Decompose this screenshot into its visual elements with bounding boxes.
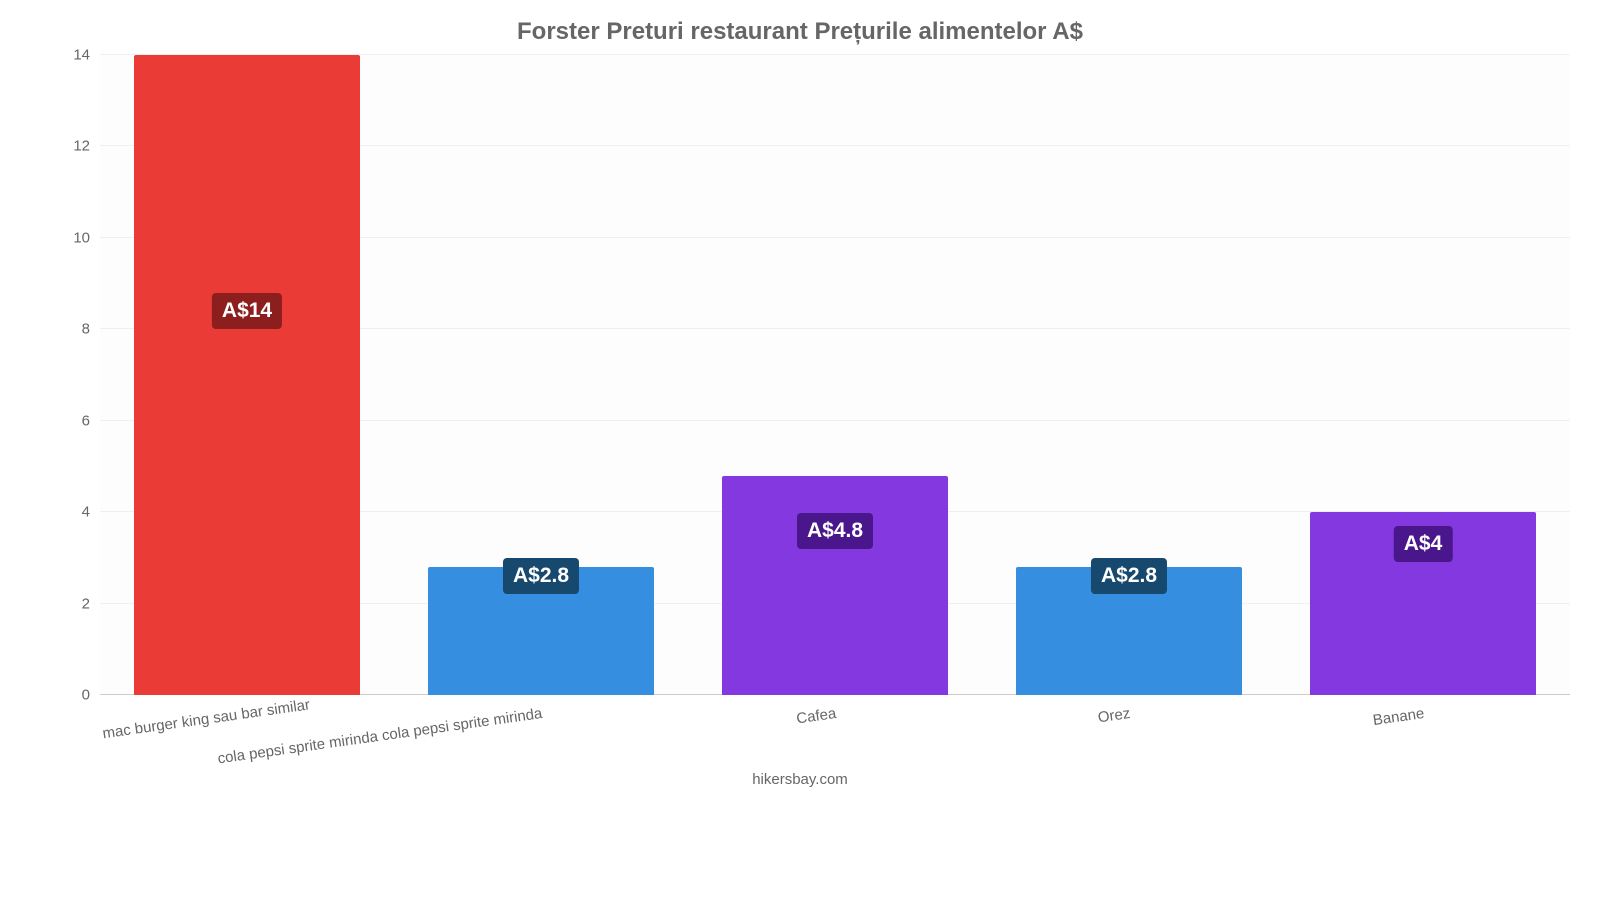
y-tick-label: 0: [82, 687, 100, 704]
chart-title: Forster Preturi restaurant Prețurile ali…: [0, 18, 1600, 46]
y-tick-label: 2: [82, 595, 100, 612]
y-tick-label: 8: [82, 321, 100, 338]
bar: [134, 55, 360, 695]
y-tick-label: 6: [82, 412, 100, 429]
y-tick-label: 12: [73, 138, 100, 155]
price-bar-chart: Forster Preturi restaurant Prețurile ali…: [0, 0, 1600, 800]
bar-value-badge: A$4.8: [797, 513, 873, 549]
x-tick-label: Banane: [113, 705, 1425, 906]
bar-value-badge: A$4: [1394, 526, 1453, 562]
bar-value-badge: A$2.8: [1091, 558, 1167, 594]
plot-area: 02468101214A$14mac burger king sau bar s…: [100, 55, 1570, 695]
y-tick-label: 10: [73, 229, 100, 246]
bar-value-badge: A$14: [212, 293, 282, 329]
chart-footer: hikersbay.com: [0, 771, 1600, 788]
bar: [722, 476, 948, 695]
y-tick-label: 14: [73, 47, 100, 64]
x-tick-label: mac burger king sau bar similar: [101, 705, 249, 742]
y-tick-label: 4: [82, 504, 100, 521]
bar-value-badge: A$2.8: [503, 558, 579, 594]
